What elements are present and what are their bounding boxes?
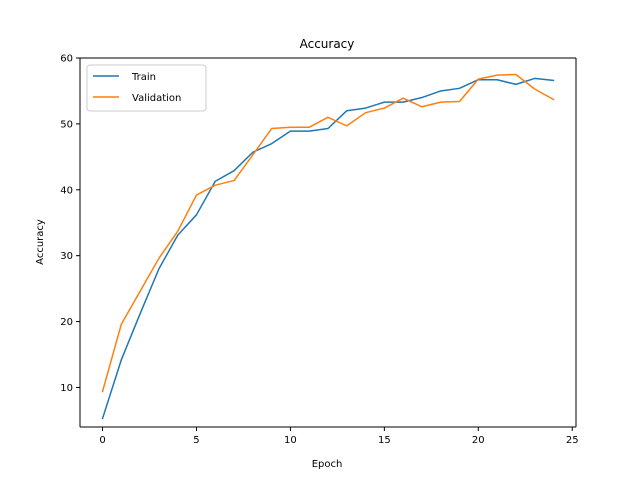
legend-label-validation: Validation (132, 93, 181, 104)
y-tick-label: 40 (60, 185, 73, 196)
chart-title: Accuracy (300, 37, 355, 51)
x-tick-label: 5 (193, 435, 199, 446)
y-tick-label: 10 (60, 383, 73, 394)
legend: Train Validation (86, 64, 207, 112)
x-tick-label: 0 (99, 435, 105, 446)
x-axis-label: Epoch (312, 459, 343, 470)
x-tick-label: 15 (378, 435, 391, 446)
ticks-layer: 0 5 10 15 20 25 10 20 30 40 50 60 (60, 54, 578, 447)
legend-label-train: Train (131, 72, 156, 83)
x-tick-label: 25 (566, 435, 579, 446)
axes-layer (79, 57, 577, 428)
x-tick-label: 20 (472, 435, 485, 446)
y-axis-label: Accuracy (35, 219, 46, 265)
series-layer (101, 73, 555, 420)
y-tick-label: 20 (60, 317, 73, 328)
y-tick-label: 60 (60, 54, 73, 65)
y-tick-label: 50 (60, 119, 73, 130)
x-tick-label: 10 (284, 435, 297, 446)
series-line-validation (101, 73, 555, 393)
y-tick-label: 30 (60, 251, 73, 262)
